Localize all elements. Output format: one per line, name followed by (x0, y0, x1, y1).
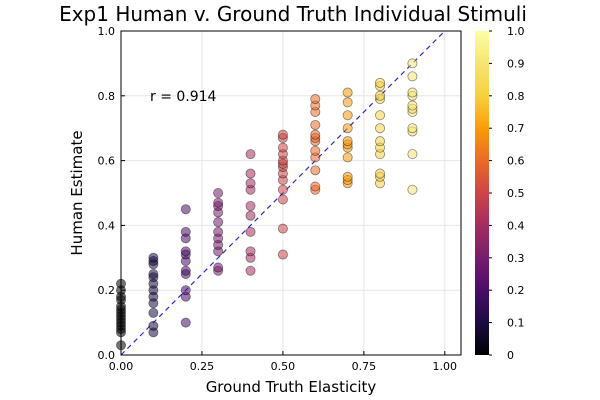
data-point (277, 184, 288, 195)
data-point (245, 178, 256, 189)
data-point (342, 123, 353, 134)
data-point (407, 87, 418, 98)
data-point (342, 171, 353, 182)
y-axis-ticks: 0.0 0.2 0.4 0.6 0.8 1.0 (98, 25, 125, 362)
colorbar-tick-label: 0.2 (507, 284, 525, 297)
data-point (342, 152, 353, 163)
colorbar-tick-label: 0.6 (507, 155, 525, 168)
data-point (375, 136, 386, 147)
y-tick-label: 1.0 (98, 25, 116, 38)
data-point (407, 100, 418, 111)
data-point (375, 110, 386, 121)
data-point (407, 58, 418, 69)
data-point (277, 129, 288, 140)
data-point (213, 187, 224, 198)
data-point (245, 149, 256, 160)
data-point (310, 94, 321, 105)
colorbar-tick-label: 0.8 (507, 90, 525, 103)
plot-frame (120, 30, 462, 356)
colorbar (475, 31, 489, 355)
x-tick-label: 0.25 (190, 360, 215, 373)
x-tick-label: 0.00 (109, 360, 134, 373)
data-point (310, 129, 321, 140)
data-point (407, 123, 418, 134)
data-point (407, 149, 418, 160)
data-point (310, 181, 321, 192)
data-point (245, 226, 256, 237)
data-points (116, 58, 418, 351)
data-point (180, 246, 191, 257)
colorbar-tick-label: 0 (507, 349, 514, 362)
data-point (342, 97, 353, 108)
data-point (342, 87, 353, 98)
data-point (277, 249, 288, 260)
data-point (180, 317, 191, 328)
chart-title: Exp1 Human v. Ground Truth Individual St… (59, 2, 527, 26)
correlation-annotation: r = 0.914 (150, 89, 217, 105)
y-tick-label: 0.6 (98, 155, 116, 168)
data-point (407, 184, 418, 195)
data-point (213, 197, 224, 208)
data-point (213, 262, 224, 273)
colorbar-tick-label: 0.9 (507, 57, 525, 70)
data-point (375, 90, 386, 101)
data-point (277, 142, 288, 153)
x-tick-label: 0.50 (271, 360, 296, 373)
data-point (213, 217, 224, 228)
x-axis-label: Ground Truth Elasticity (206, 378, 377, 396)
colorbar-tick-label: 0.5 (507, 187, 525, 200)
data-point (148, 307, 159, 318)
data-point (148, 252, 159, 263)
data-point (180, 265, 191, 276)
colorbar-tick-label: 0.3 (507, 252, 525, 265)
data-point (310, 119, 321, 130)
data-point (407, 71, 418, 82)
data-point (245, 246, 256, 257)
data-point (342, 136, 353, 147)
y-tick-label: 0.2 (98, 284, 116, 297)
x-tick-label: 1.00 (433, 360, 458, 373)
data-point (245, 200, 256, 211)
colorbar-tick-label: 1.0 (507, 25, 525, 38)
data-point (375, 168, 386, 179)
data-point (245, 168, 256, 179)
x-axis-ticks: 0.00 0.25 0.50 0.75 1.00 (109, 351, 457, 373)
data-point (148, 320, 159, 331)
data-point (375, 123, 386, 134)
data-point (310, 145, 321, 156)
colorbar-tick-label: 0.7 (507, 122, 525, 135)
data-point (148, 268, 159, 279)
data-point (180, 226, 191, 237)
colorbar-tick-label: 0.4 (507, 219, 525, 232)
data-point (180, 285, 191, 296)
y-axis-label: Human Estimate (68, 130, 86, 255)
x-tick-label: 0.75 (352, 360, 377, 373)
y-tick-label: 0.0 (98, 349, 116, 362)
colorbar-ticks: 0 0.1 0.2 0.3 0.4 0.5 0.6 0.7 0.8 0.9 1.0 (489, 25, 525, 362)
data-point (245, 265, 256, 276)
data-point (277, 223, 288, 234)
data-point (245, 210, 256, 221)
y-tick-label: 0.8 (98, 90, 116, 103)
data-point (342, 110, 353, 121)
y-tick-label: 0.4 (98, 219, 116, 232)
data-point (310, 165, 321, 176)
data-point (277, 194, 288, 205)
data-point (213, 226, 224, 237)
colorbar-tick-label: 0.1 (507, 317, 525, 330)
data-point (180, 204, 191, 215)
data-point (375, 77, 386, 88)
